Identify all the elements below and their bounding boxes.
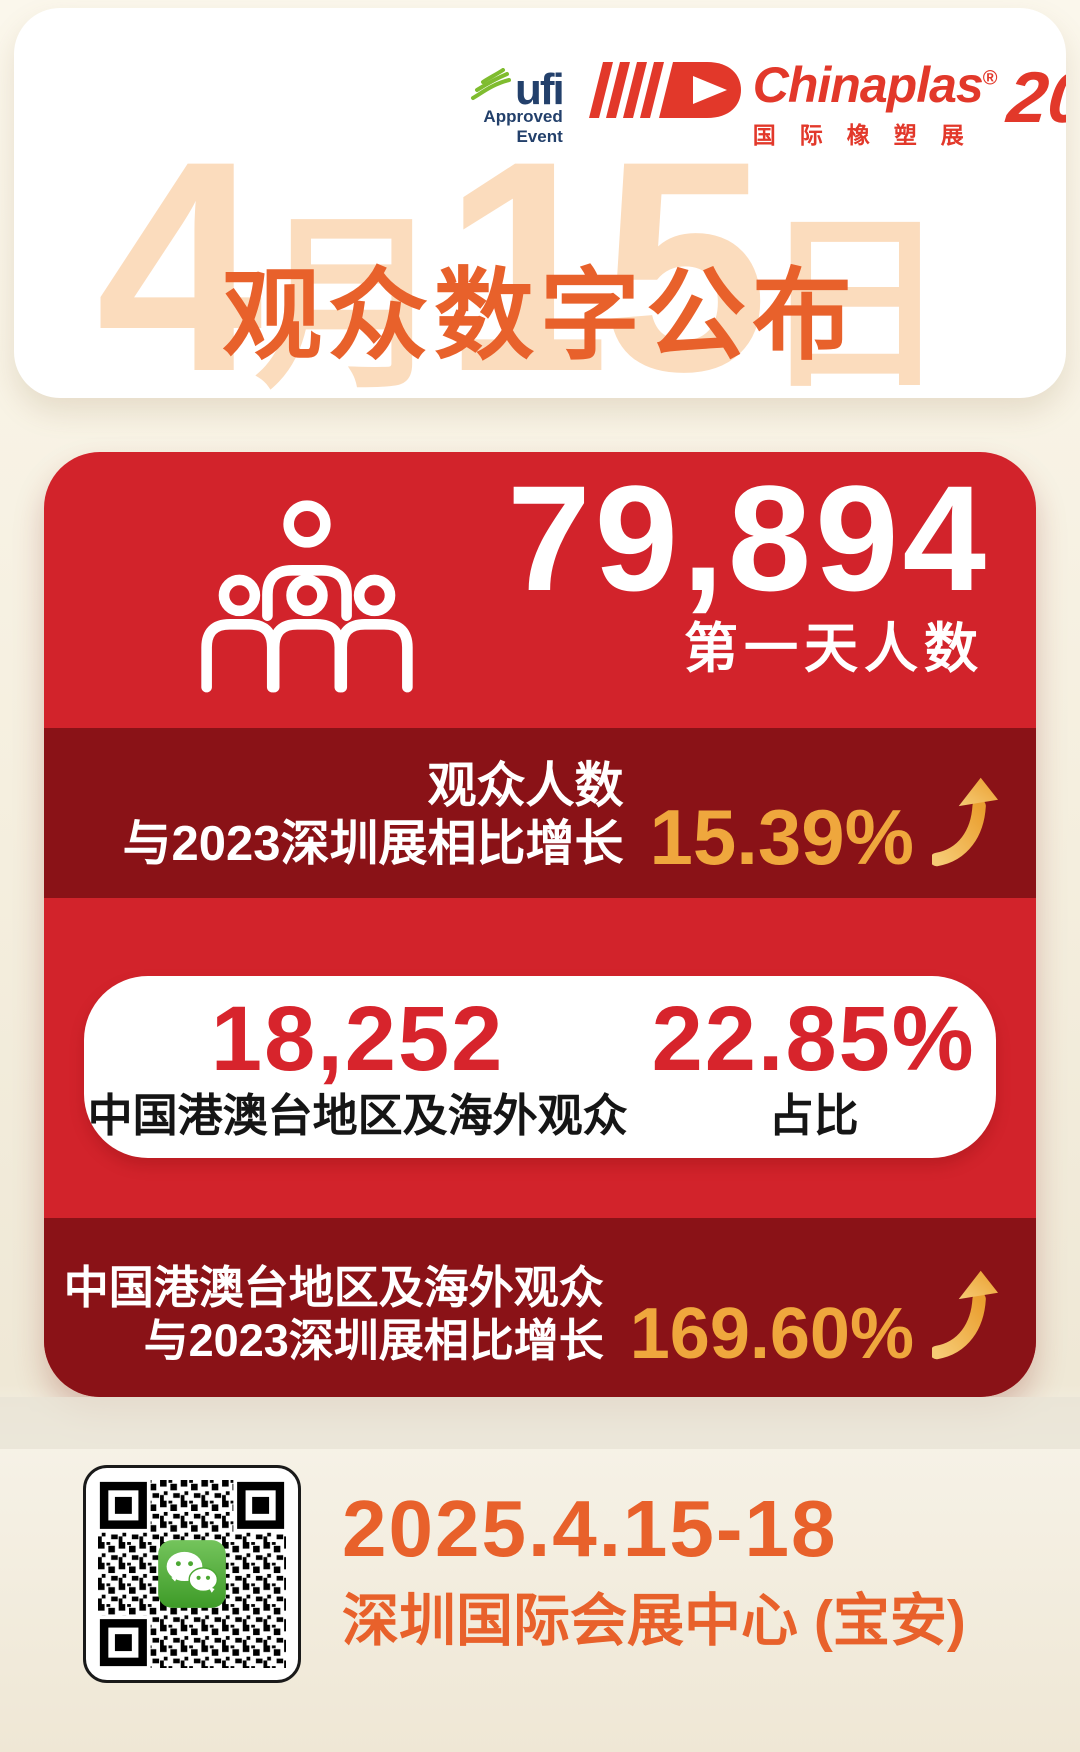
day-one-label: 第一天人数 <box>684 619 984 679</box>
visitor-growth-label: 观众人数 与2023深圳展相比增长 <box>122 758 623 874</box>
overseas-growth-label: 中国港澳台地区及海外观众 与2023深圳展相比增长 <box>64 1261 604 1367</box>
event-venue: 深圳国际会展中心 (宝安) <box>342 1589 966 1653</box>
registered-mark: ® <box>982 67 998 90</box>
overseas-share-block: 22.85% 占比 <box>631 988 996 1142</box>
overseas-share-label: 占比 <box>768 1090 859 1142</box>
day-one-stat: 79,894 第一天人数 <box>507 454 990 676</box>
overseas-growth-value: 169.60% <box>629 1293 914 1374</box>
event-info: 2025.4.15-18 深圳国际会展中心 (宝安) <box>342 1489 966 1650</box>
ufi-approved-text: Approved <box>483 107 563 126</box>
overseas-growth-line2: 与2023深圳展相比增长 <box>143 1314 604 1366</box>
overseas-card: 18,252 中国港澳台地区及海外观众 22.85% 占比 <box>84 976 996 1158</box>
qr-code <box>83 1465 301 1683</box>
crowd-icon <box>196 488 418 698</box>
watermark-day-number: 4 <box>96 98 263 398</box>
overseas-count-block: 18,252 中国港澳台地区及海外观众 <box>84 988 631 1142</box>
watermark-day-char: 日 <box>760 200 949 398</box>
overseas-share-value: 22.85% <box>651 988 976 1091</box>
chinaplas-slashes-icon <box>588 60 741 125</box>
ufi-brand-text: ufi <box>515 64 565 114</box>
watermark-month-char: 月 <box>254 200 443 398</box>
visitor-growth-line2: 与2023深圳展相比增长 <box>122 817 624 872</box>
overseas-growth-line1: 中国港澳台地区及海外观众 <box>63 1261 604 1313</box>
logo-row: ufi Approved Event <box>469 57 1066 150</box>
day-one-value: 79,894 <box>507 454 990 622</box>
header-card: ufi Approved Event <box>14 8 1066 398</box>
overseas-section: 18,252 中国港澳台地区及海外观众 22.85% 占比 <box>44 898 1036 1218</box>
footer-shade <box>0 1397 1080 1449</box>
wechat-icon <box>158 1540 226 1608</box>
ufi-logo: ufi Approved Event <box>469 64 565 146</box>
visitor-growth-line1: 观众人数 <box>427 759 624 814</box>
chinaplas-logo: Chinaplas® 国际橡塑展 2025 <box>588 57 1066 150</box>
overseas-growth-band: 中国港澳台地区及海外观众 与2023深圳展相比增长 169.60% <box>44 1218 1036 1397</box>
page-title: 观众数字公布 <box>222 260 858 372</box>
overseas-count-label: 中国港澳台地区及海外观众 <box>87 1090 628 1142</box>
stats-card: 79,894 第一天人数 观众人数 与2023深圳展相比增长 15.39% <box>44 452 1036 1397</box>
date-watermark: 4月15日 <box>96 116 949 398</box>
footer-section: 2025.4.15-18 深圳国际会展中心 (宝安) <box>0 1397 1080 1752</box>
visitor-growth-value: 15.39% <box>649 793 914 882</box>
watermark-day2-number: 15 <box>442 98 769 398</box>
visitor-growth-band: 观众人数 与2023深圳展相比增长 15.39% <box>44 728 1036 898</box>
overseas-count-value: 18,252 <box>210 988 505 1091</box>
day-one-section: 79,894 第一天人数 <box>44 452 1036 728</box>
chinaplas-year-text: 2025 <box>1004 58 1066 138</box>
chinaplas-brand-text: Chinaplas® <box>752 57 998 113</box>
growth-up-arrow-icon <box>930 1263 998 1365</box>
chinaplas-chinese-text: 国际橡塑展 <box>752 122 988 148</box>
event-dates: 2025.4.15-18 <box>342 1484 838 1573</box>
ufi-event-text: Event <box>516 126 563 146</box>
ufi-swoosh-icon <box>469 68 513 107</box>
growth-up-arrow-icon <box>930 770 998 872</box>
